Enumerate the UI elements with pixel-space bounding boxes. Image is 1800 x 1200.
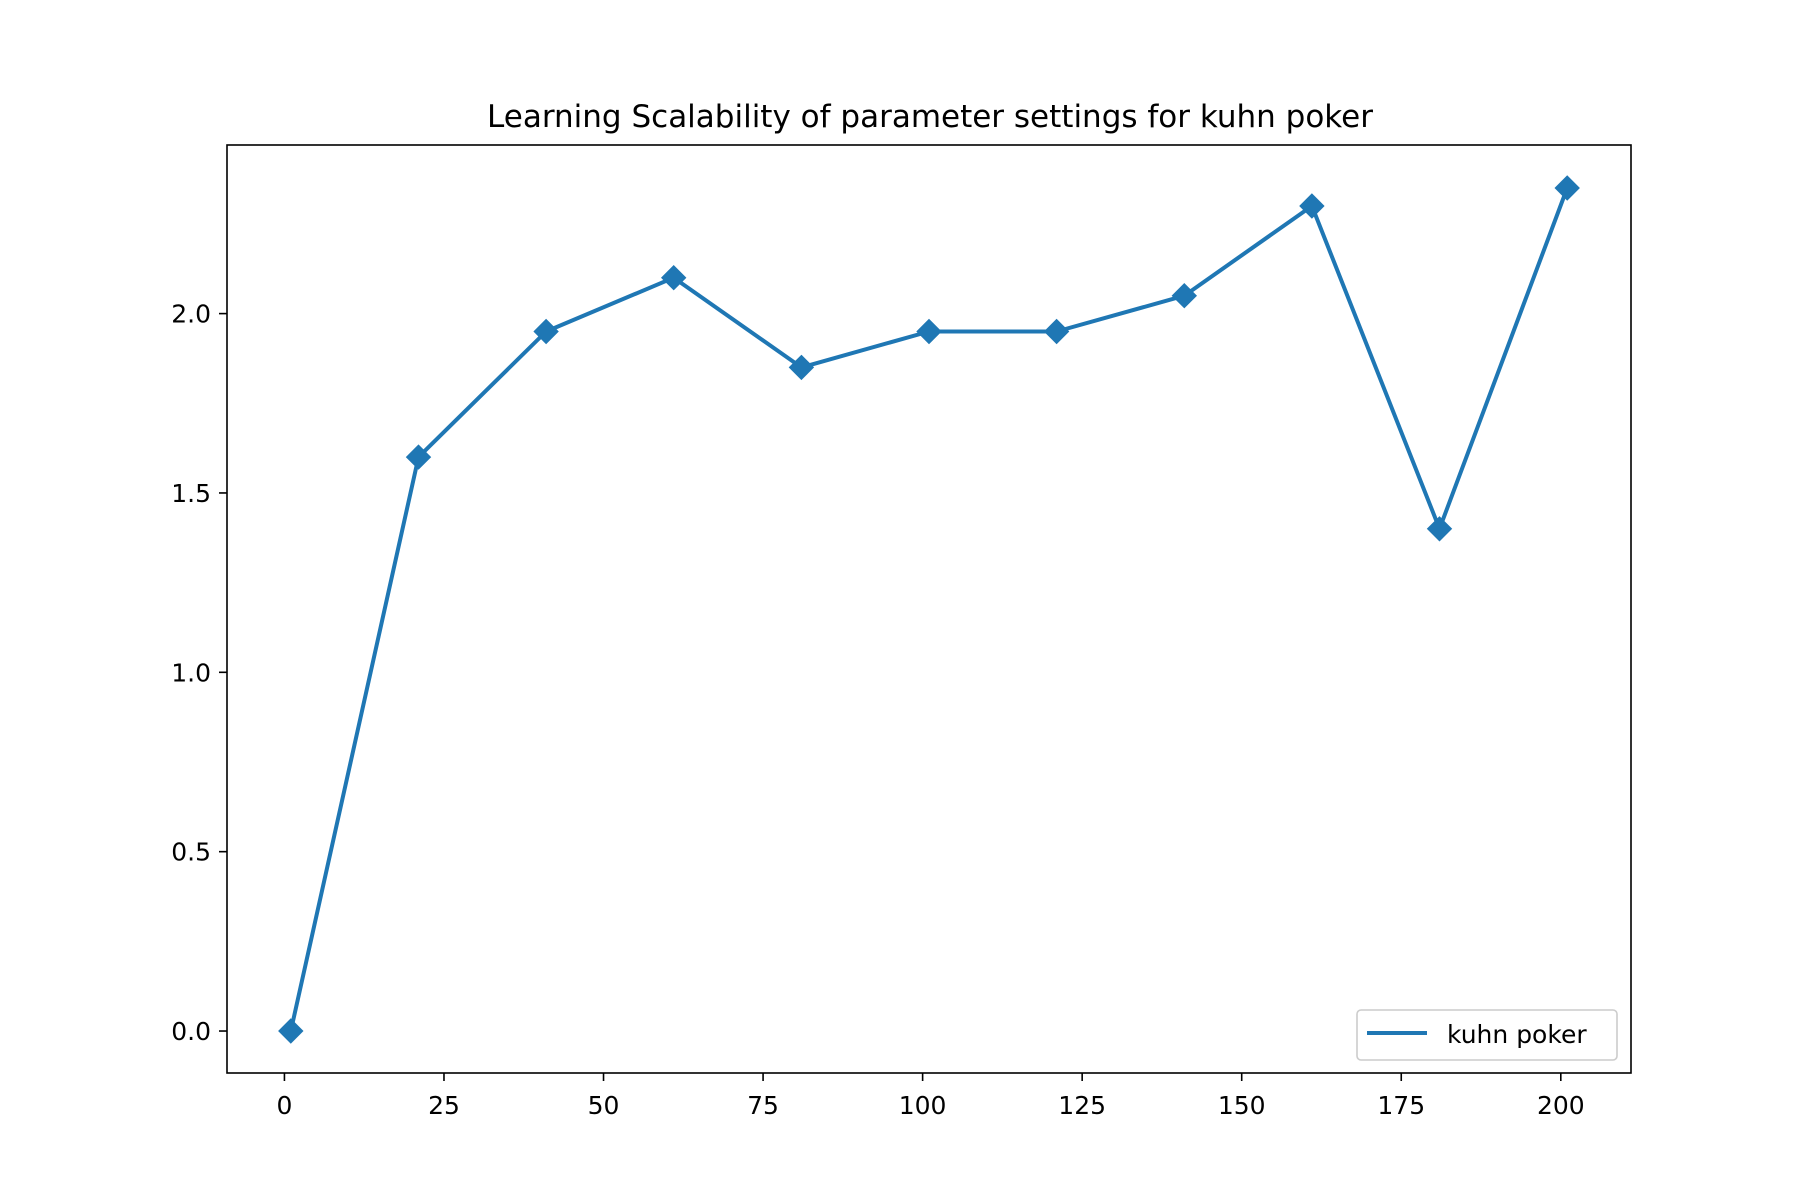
x-tick-label: 150: [1218, 1091, 1266, 1120]
data-point: [278, 1018, 304, 1044]
y-tick-label: 0.0: [171, 1017, 211, 1046]
legend-label: kuhn poker: [1447, 1020, 1587, 1049]
legend: kuhn poker: [1356, 1009, 1618, 1061]
data-point: [788, 354, 815, 381]
legend-box: [1356, 1009, 1618, 1061]
y-tick-label: 1.5: [171, 479, 211, 508]
x-tick-label: 200: [1537, 1091, 1585, 1120]
x-tick-label: 75: [747, 1091, 779, 1120]
data-point: [1043, 318, 1070, 345]
series-layer: [278, 175, 1580, 1044]
x-tick-label: 175: [1377, 1091, 1425, 1120]
y-tick-label: 2.0: [171, 300, 211, 329]
x-tick-label: 25: [428, 1091, 460, 1120]
y-tick-label: 1.0: [171, 658, 211, 687]
x-tick-label: 100: [899, 1091, 947, 1120]
data-point: [1426, 516, 1453, 542]
data-point: [1171, 282, 1198, 309]
y-axis: 0.0 0.5 1.0 1.5 2.0: [171, 300, 227, 1046]
x-axis: 0 25 50 75 100 125 150 175 200: [276, 1073, 1585, 1120]
y-tick-label: 0.5: [171, 838, 211, 867]
data-point: [405, 444, 432, 470]
data-point: [533, 318, 559, 345]
data-point: [1554, 175, 1580, 201]
chart-title: Learning Scalability of parameter settin…: [487, 99, 1373, 135]
data-point: [916, 318, 942, 345]
x-tick-label: 0: [276, 1091, 292, 1120]
x-tick-label: 125: [1058, 1091, 1106, 1120]
plot-frame: [226, 144, 1632, 1074]
series-line: [288, 185, 1570, 1034]
x-tick-label: 50: [588, 1091, 620, 1120]
data-point: [1299, 193, 1325, 219]
data-point: [660, 264, 687, 291]
